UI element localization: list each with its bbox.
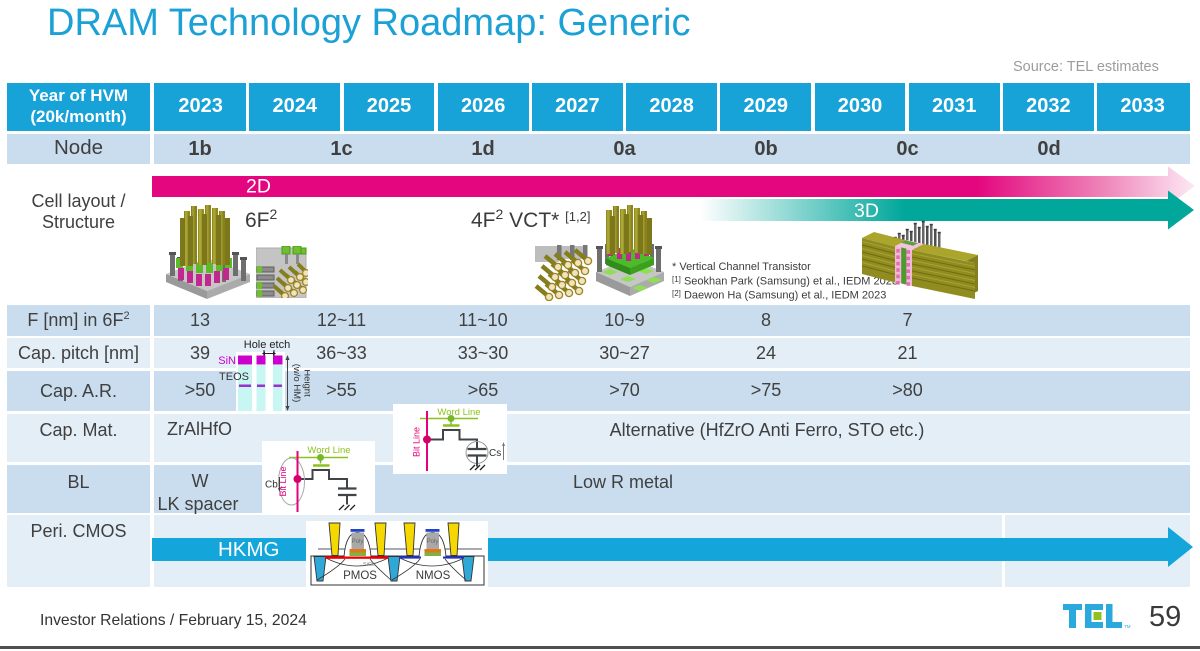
svg-text:Bit Line: Bit Line: [412, 427, 422, 457]
svg-text:Cb: Cb: [265, 480, 278, 491]
svg-text:2D: 2D: [246, 176, 271, 198]
svg-text:Word Line: Word Line: [437, 407, 480, 418]
svg-text:Height: Height: [302, 369, 311, 397]
svg-text:NMOS: NMOS: [416, 570, 451, 582]
svg-text:HKMG: HKMG: [218, 538, 280, 561]
svg-text:Hole etch: Hole etch: [244, 339, 290, 351]
svg-text:SiGe: SiGe: [363, 562, 375, 568]
svg-text:TEOS: TEOS: [219, 371, 249, 383]
svg-text:Word Line: Word Line: [307, 445, 350, 456]
svg-text:Cs: Cs: [489, 448, 501, 459]
svg-text:3D: 3D: [854, 200, 879, 222]
svg-text:Poly: Poly: [427, 539, 439, 545]
svg-text:Poly: Poly: [352, 539, 364, 545]
svg-text:(w/o HM): (w/o HM): [291, 364, 302, 403]
svg-text:TM: TM: [1124, 624, 1131, 629]
svg-text:Bit Line: Bit Line: [278, 466, 288, 496]
svg-text:SiN: SiN: [218, 355, 236, 367]
svg-text:PMOS: PMOS: [343, 570, 377, 582]
